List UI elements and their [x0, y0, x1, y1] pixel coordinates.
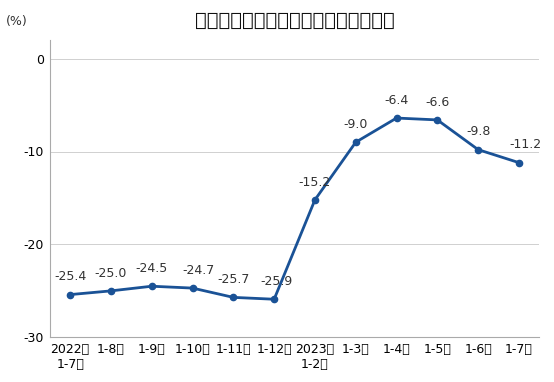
Title: 全国房地产开发企业本年到位资金增速: 全国房地产开发企业本年到位资金增速 — [194, 11, 394, 30]
Text: -24.5: -24.5 — [136, 262, 168, 275]
Text: -25.0: -25.0 — [95, 267, 127, 280]
Text: -6.4: -6.4 — [384, 94, 409, 107]
Text: -15.2: -15.2 — [299, 176, 331, 189]
Text: -6.6: -6.6 — [425, 96, 449, 109]
Text: -25.9: -25.9 — [260, 275, 293, 288]
Text: -11.2: -11.2 — [509, 139, 541, 152]
Text: -24.7: -24.7 — [183, 264, 215, 277]
Text: -25.7: -25.7 — [217, 273, 249, 286]
Text: -9.8: -9.8 — [466, 126, 490, 139]
Text: (%): (%) — [6, 15, 28, 28]
Text: -9.0: -9.0 — [343, 118, 368, 131]
Text: -25.4: -25.4 — [54, 270, 86, 283]
